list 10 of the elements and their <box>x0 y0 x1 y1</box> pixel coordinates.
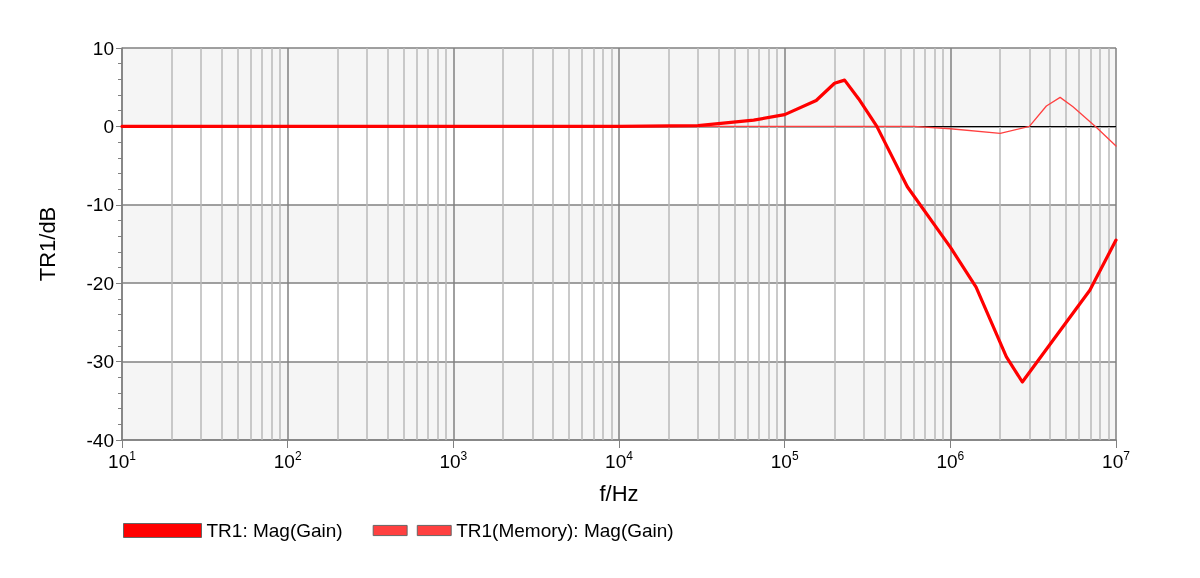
y-axis-title: TR1/dB <box>34 206 60 282</box>
y-tick-label: -20 <box>86 272 114 294</box>
legend-label: TR1: Mag(Gain) <box>206 520 343 541</box>
y-tick-label: 0 <box>103 115 114 137</box>
legend-label: TR1(Memory): Mag(Gain) <box>456 520 674 541</box>
x-axis-title: f/Hz <box>599 480 639 506</box>
y-tick-label: -10 <box>86 194 114 216</box>
y-tick-label: 10 <box>92 37 114 59</box>
y-tick-label: -40 <box>86 429 114 451</box>
y-tick-label: -30 <box>86 351 114 373</box>
